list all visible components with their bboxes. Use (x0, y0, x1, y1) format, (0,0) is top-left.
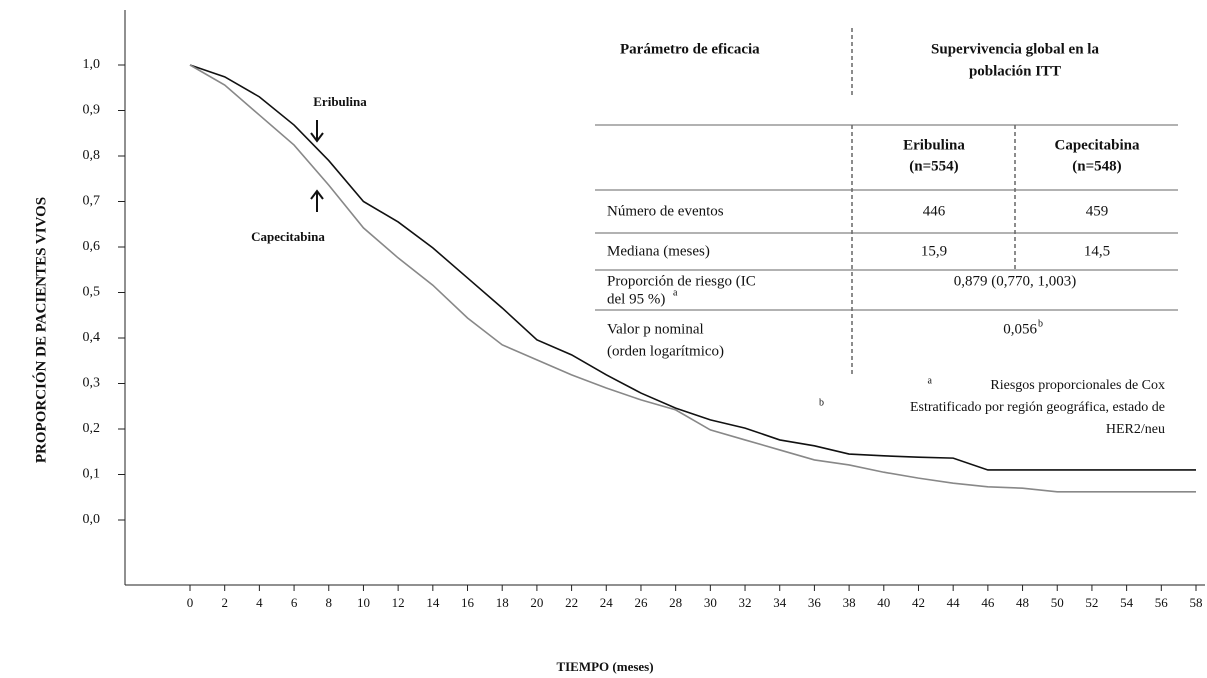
x-tick-label: 56 (1155, 595, 1169, 610)
x-tick-label: 32 (739, 595, 752, 610)
x-tick-label: 36 (808, 595, 822, 610)
x-tick-label: 46 (981, 595, 995, 610)
x-tick-label: 16 (461, 595, 475, 610)
footnote-mark: b (819, 397, 824, 408)
x-tick-label: 0 (187, 595, 194, 610)
table-subheader: (n=554) (909, 158, 958, 174)
x-tick-label: 10 (357, 595, 370, 610)
x-tick-label: 4 (256, 595, 263, 610)
arrow (310, 120, 324, 143)
y-tick-label: 0,4 (83, 330, 101, 345)
table-cell: 14,5 (1084, 243, 1110, 259)
x-tick-label: 48 (1016, 595, 1029, 610)
table-cell: 459 (1086, 203, 1109, 219)
table-subheader: Eribulina (903, 137, 965, 153)
x-tick-label: 30 (704, 595, 717, 610)
footnote-mark: a (928, 375, 933, 386)
survival-curve (189, 64, 1196, 493)
table-header: Supervivencia global en la (931, 41, 1099, 57)
y-tick-label: 0,5 (83, 285, 101, 300)
x-tick-label: 20 (530, 595, 543, 610)
y-axis-title: PROPORCIÓN DE PACIENTES VIVOS (32, 197, 49, 463)
series-label: Capecitabina (251, 229, 325, 244)
y-tick-label: 0,6 (83, 239, 101, 254)
y-tick-label: 0,0 (83, 512, 101, 527)
x-tick-label: 54 (1120, 595, 1134, 610)
y-tick-label: 0,7 (83, 194, 101, 209)
footnote-mark: a (673, 287, 678, 298)
y-tick-label: 0,9 (83, 103, 101, 118)
arrow (310, 189, 324, 212)
y-tick-label: 0,3 (83, 376, 101, 391)
footnote: HER2/neu (1106, 422, 1165, 437)
x-tick-label: 24 (600, 595, 614, 610)
x-tick-label: 8 (326, 595, 333, 610)
x-tick-label: 42 (912, 595, 925, 610)
y-tick-label: 0,2 (83, 421, 101, 436)
x-tick-label: 52 (1085, 595, 1098, 610)
x-tick-label: 58 (1190, 595, 1203, 610)
x-tick-label: 12 (392, 595, 405, 610)
x-axis-title: TIEMPO (meses) (556, 659, 653, 674)
y-tick-label: 0,1 (83, 467, 101, 482)
x-tick-label: 22 (565, 595, 578, 610)
table-cell: 0,879 (0,770, 1,003) (954, 273, 1077, 289)
x-tick-label: 14 (426, 595, 440, 610)
table-cell: Valor p nominal (607, 321, 704, 337)
x-tick-label: 38 (843, 595, 856, 610)
table-cell: Proporción de riesgo (IC (607, 273, 756, 289)
x-tick-label: 18 (496, 595, 509, 610)
y-tick-label: 0,8 (83, 148, 101, 163)
table-cell: 15,9 (921, 243, 947, 259)
x-tick-label: 28 (669, 595, 682, 610)
x-tick-label: 6 (291, 595, 298, 610)
table-cell: 446 (923, 203, 946, 219)
footnote: Riesgos proporcionales de Cox (990, 378, 1165, 393)
x-tick-label: 50 (1051, 595, 1064, 610)
table-cell: del 95 %) (607, 291, 665, 307)
efficacy-table: Parámetro de eficacia Supervivencia glob… (595, 28, 1178, 437)
footnote-mark: b (1038, 318, 1043, 329)
footnote: Estratificado por región geográfica, est… (910, 400, 1165, 415)
x-tick-label: 34 (773, 595, 787, 610)
x-tick-label: 26 (634, 595, 648, 610)
table-cell: Mediana (meses) (607, 243, 710, 259)
table-cell: 0,056 (1003, 321, 1037, 337)
table-cell: (orden logarítmico) (607, 343, 724, 359)
y-tick-label: 1,0 (83, 57, 101, 72)
x-tick-label: 40 (877, 595, 890, 610)
table-subheader: (n=548) (1072, 158, 1121, 174)
table-subheader: Capecitabina (1054, 137, 1140, 153)
survival-curve (189, 64, 1196, 471)
table-header: población ITT (969, 63, 1061, 79)
x-tick-label: 44 (947, 595, 961, 610)
table-cell: Número de eventos (607, 203, 724, 219)
series-label: Eribulina (313, 94, 367, 109)
table-header: Parámetro de eficacia (620, 41, 760, 57)
x-tick-label: 2 (221, 595, 228, 610)
